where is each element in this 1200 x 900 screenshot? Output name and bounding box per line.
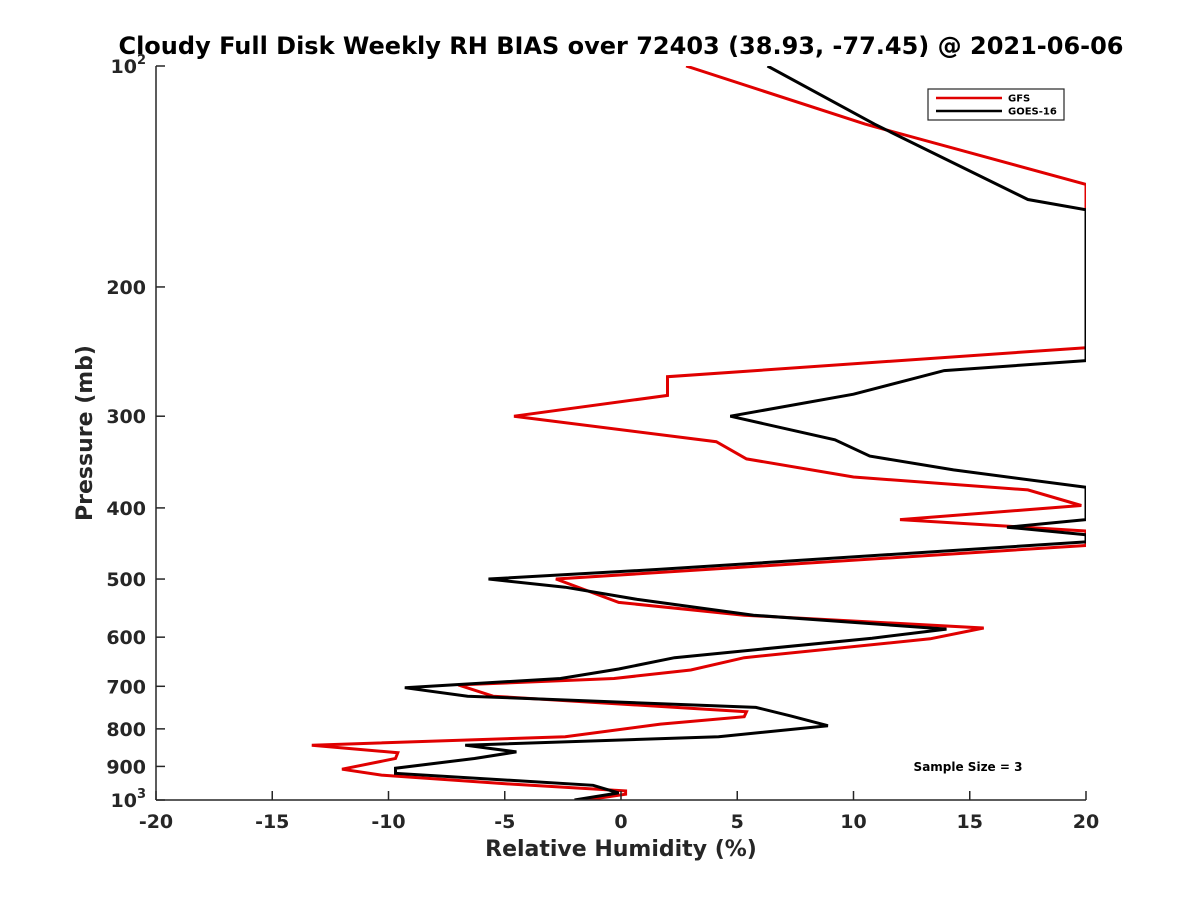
x-tick-label: 0	[614, 811, 627, 833]
y-tick-label: 800	[106, 719, 146, 741]
y-tick-label: 102	[111, 53, 147, 78]
y-tick-label: 900	[106, 756, 146, 778]
legend-label: GFS	[1008, 94, 1030, 105]
x-ticks: -20 -15 -10 -5 0 5 10 15 20	[139, 791, 1099, 833]
series-line-goes-16	[394, 66, 1086, 800]
x-tick-label: 5	[731, 811, 744, 833]
x-tick-label: -10	[371, 811, 405, 833]
y-tick-label: 700	[106, 676, 146, 698]
y-axis-label: Pressure (mb)	[73, 345, 98, 521]
series-layer	[311, 66, 1086, 800]
y-tick-label: 103	[111, 787, 147, 812]
x-tick-label: -20	[139, 811, 173, 833]
legend-box	[927, 88, 1065, 121]
plot-area: -20 -15 -10 -5 0 5 10 15 20 102 200 300 400 500 600 70…	[106, 53, 1099, 833]
y-tick-label: 400	[106, 498, 146, 520]
y-tick-label: 500	[106, 569, 146, 591]
y-tick-label: 200	[106, 277, 146, 299]
chart-title: Cloudy Full Disk Weekly RH BIAS over 724…	[118, 32, 1123, 60]
y-tick-label: 600	[106, 627, 146, 649]
legend: GFS GOES-16	[927, 88, 1065, 121]
x-axis-label: Relative Humidity (%)	[485, 837, 757, 862]
x-tick-label: -15	[255, 811, 289, 833]
series-line-gfs	[311, 66, 1086, 800]
x-tick-label: 15	[957, 811, 983, 833]
x-tick-label: 10	[840, 811, 866, 833]
x-tick-label: 20	[1073, 811, 1099, 833]
y-ticks: 102 200 300 400 500 600 700 800 900 103	[106, 53, 165, 812]
legend-label: GOES-16	[1008, 107, 1057, 118]
sample-size-annotation: Sample Size = 3	[914, 760, 1023, 774]
x-tick-label: -5	[494, 811, 515, 833]
y-tick-label: 300	[106, 406, 146, 428]
